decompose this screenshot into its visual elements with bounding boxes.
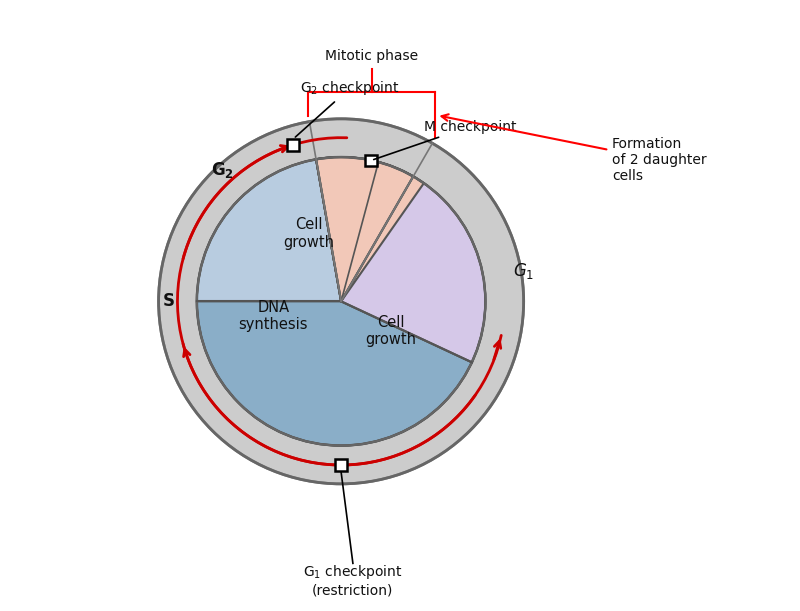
- Text: G$_2$ checkpoint: G$_2$ checkpoint: [295, 79, 399, 137]
- Bar: [365, 155, 377, 166]
- Bar: [335, 459, 347, 471]
- Polygon shape: [341, 166, 424, 301]
- Text: Cell
growth: Cell growth: [366, 315, 417, 347]
- Text: $G_1$: $G_1$: [513, 261, 534, 281]
- Text: $\mathbf{G_2}$: $\mathbf{G_2}$: [210, 160, 234, 180]
- Text: G$_1$ checkpoint
(restriction): G$_1$ checkpoint (restriction): [303, 563, 402, 598]
- Polygon shape: [316, 157, 486, 362]
- Text: Cell
growth: Cell growth: [283, 218, 334, 250]
- Text: Mitotic phase: Mitotic phase: [326, 49, 418, 63]
- Circle shape: [197, 157, 486, 445]
- Text: DNA
synthesis: DNA synthesis: [238, 300, 308, 332]
- Polygon shape: [197, 301, 472, 445]
- Polygon shape: [316, 157, 414, 301]
- Text: Formation
of 2 daughter
cells: Formation of 2 daughter cells: [442, 114, 706, 183]
- Circle shape: [158, 119, 524, 484]
- Polygon shape: [197, 159, 341, 301]
- Bar: [287, 139, 299, 151]
- Polygon shape: [316, 157, 390, 301]
- Text: S: S: [162, 292, 174, 310]
- Text: M checkpoint: M checkpoint: [374, 120, 516, 159]
